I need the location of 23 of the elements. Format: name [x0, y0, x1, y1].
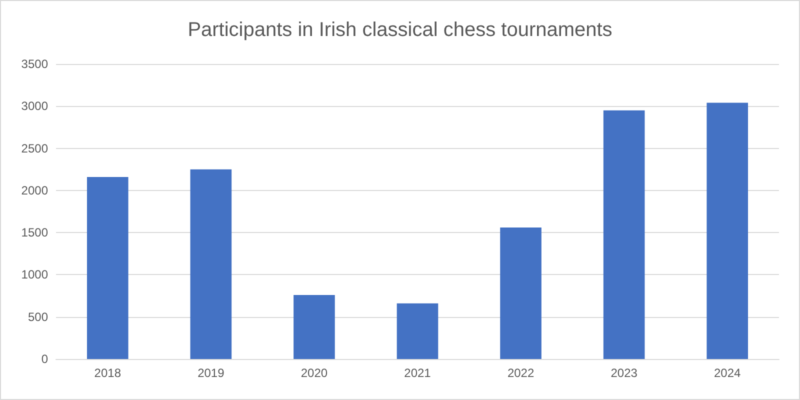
y-tick-label: 2500 — [21, 141, 48, 156]
y-tick-label: 1500 — [21, 226, 48, 240]
y-tick-label: 1000 — [21, 268, 48, 282]
x-tick-label: 2023 — [610, 366, 638, 380]
y-tick-label: 0 — [41, 352, 48, 366]
bar — [500, 228, 542, 359]
x-tick-label: 2022 — [507, 366, 534, 380]
chart-title: Participants in Irish classical chess tournaments — [188, 19, 612, 41]
y-tick-label: 3500 — [21, 57, 48, 71]
x-tick-label: 2019 — [198, 366, 225, 380]
x-tick-label: 2021 — [404, 366, 432, 380]
x-tick-label: 2020 — [300, 366, 328, 380]
y-tick-label: 3000 — [21, 99, 48, 114]
bar — [603, 110, 645, 359]
bar — [190, 169, 232, 359]
y-tick-label: 2000 — [21, 183, 48, 198]
bar — [396, 303, 438, 359]
bar — [706, 102, 748, 359]
bar — [86, 176, 128, 359]
x-tick-label: 2018 — [94, 366, 122, 380]
x-tick-label: 2024 — [714, 366, 742, 380]
bar — [294, 294, 335, 359]
y-tick-label: 500 — [28, 310, 48, 324]
